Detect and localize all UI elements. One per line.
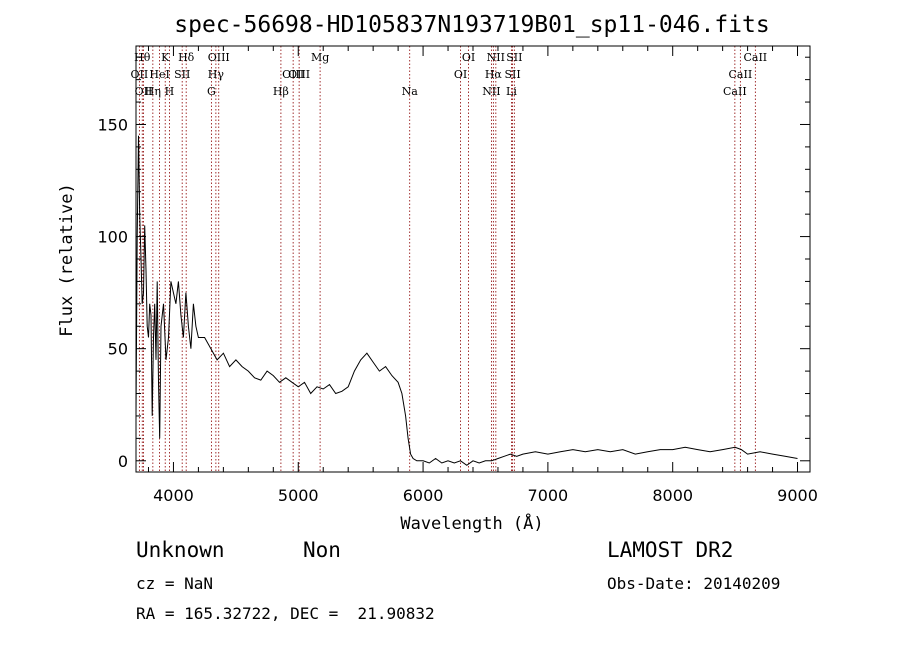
line-label-22: Li xyxy=(506,85,517,98)
line-label-20: Hα xyxy=(485,68,503,81)
line-label-2: OII xyxy=(135,85,153,98)
y-tick-label-0: 0 xyxy=(118,452,128,471)
line-label-0: OII xyxy=(131,68,149,81)
line-label-15: Mg xyxy=(311,51,329,64)
x-tick-label-4: 8000 xyxy=(652,486,693,505)
line-label-13: OIII xyxy=(282,68,304,81)
obs-date-label: Obs-Date: 20140209 xyxy=(607,574,781,593)
x-tick-label-3: 7000 xyxy=(528,486,569,505)
x-tick-label-5: 9000 xyxy=(777,486,818,505)
y-tick-label-1: 50 xyxy=(108,340,128,359)
line-label-3: Hη xyxy=(145,85,161,98)
line-label-4: HeI xyxy=(149,68,169,81)
line-label-23: SII xyxy=(504,68,520,81)
survey-label: LAMOST DR2 xyxy=(607,538,734,562)
line-label-21: NII xyxy=(487,51,505,64)
redshift-label: cz = NaN xyxy=(136,574,214,593)
plot-frame xyxy=(135,45,811,473)
emission-line-markers xyxy=(138,46,756,472)
line-label-16: Na xyxy=(402,85,419,98)
line-label-12: Hβ xyxy=(273,85,289,98)
x-tick-label-1: 5000 xyxy=(278,486,319,505)
subclass-label: Non xyxy=(303,538,341,562)
line-label-7: SII xyxy=(174,68,190,81)
line-label-5: K xyxy=(161,51,170,64)
line-label-19: NII xyxy=(482,85,500,98)
line-label-25: CaII xyxy=(723,85,747,98)
line-label-18: OI xyxy=(462,51,475,64)
line-label-27: CaII xyxy=(743,51,767,64)
class-label: Unknown xyxy=(136,538,225,562)
y-tick-label-3: 150 xyxy=(97,115,128,134)
chart-title: spec-56698-HD105837N193719B01_sp11-046.f… xyxy=(174,12,769,38)
spectrum-series xyxy=(135,135,798,466)
x-tick-label-2: 6000 xyxy=(403,486,444,505)
line-label-9: G xyxy=(207,85,216,98)
line-label-14: OIII xyxy=(288,68,310,81)
line-label-26: CaII xyxy=(729,68,753,81)
line-label-11: OIII xyxy=(208,51,230,64)
emission-line-labels: OIIHθOIIHηHeIKHSIIHδGHγOIIIHβOIIIOIIIMgN… xyxy=(131,51,768,98)
spectrum-line-0 xyxy=(135,135,798,466)
x-axis-label: Wavelength (Å) xyxy=(400,512,543,534)
line-label-24: SII xyxy=(506,51,522,64)
y-axis-ticks: 0 50 100 150 xyxy=(97,56,810,471)
line-label-6: H xyxy=(165,85,175,98)
y-tick-label-2: 100 xyxy=(97,228,128,247)
line-label-17: OI xyxy=(454,68,467,81)
x-tick-label-0: 4000 xyxy=(153,486,194,505)
x-axis-ticks: 4000 5000 6000 7000 8000 9000 xyxy=(147,46,818,505)
coordinates-label: RA = 165.32722, DEC = 21.90832 xyxy=(136,604,435,623)
line-label-10: Hγ xyxy=(208,68,225,81)
y-axis-label: Flux (relative) xyxy=(57,183,77,337)
line-label-8: Hδ xyxy=(178,51,195,64)
line-label-1: Hθ xyxy=(134,51,151,64)
